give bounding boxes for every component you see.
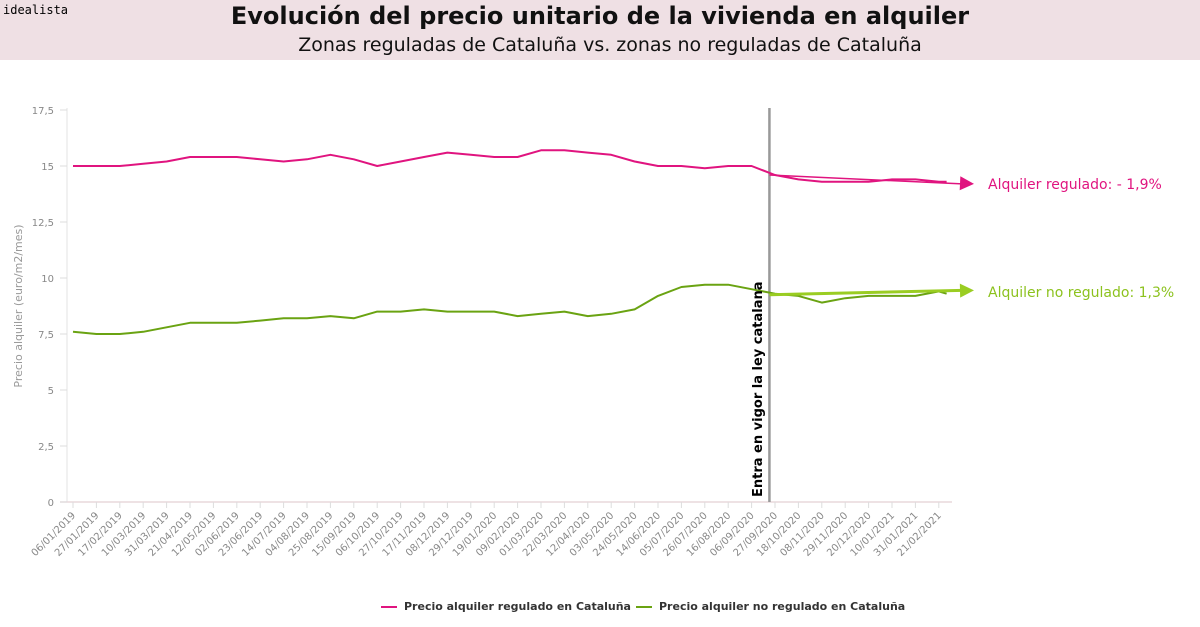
annotation-unregulated: Alquiler no regulado: 1,3% xyxy=(988,285,1174,301)
brand-logo: idealista xyxy=(3,3,69,17)
chart-subtitle: Zonas reguladas de Cataluña vs. zonas no… xyxy=(298,34,922,56)
series-line-unregulated xyxy=(72,283,947,335)
chart-title: Evolución del precio unitario de la vivi… xyxy=(230,2,970,30)
arrowhead-icon xyxy=(959,176,974,191)
y-tick-label: 15 xyxy=(41,162,54,173)
legend-item-regulated[interactable]: Precio alquiler regulado en Cataluña xyxy=(381,600,631,613)
legend-label: Precio alquiler no regulado en Cataluña xyxy=(659,600,906,613)
arrowhead-icon xyxy=(959,283,974,298)
y-tick-label: 0 xyxy=(48,498,54,509)
event-label: Entra en vigor la ley catalana xyxy=(751,281,766,497)
y-tick-label: 5 xyxy=(48,386,54,397)
y-tick-label: 7,5 xyxy=(38,330,54,341)
trend-arrow-line xyxy=(769,288,963,297)
header: idealista Evolución del precio unitario … xyxy=(0,0,1200,60)
y-tick-label: 2,5 xyxy=(38,442,54,453)
trend-arrow-line xyxy=(769,174,963,185)
legend-label: Precio alquiler regulado en Cataluña xyxy=(404,600,631,613)
y-tick-label: 12,5 xyxy=(32,218,54,229)
y-tick-label: 17,5 xyxy=(32,106,54,117)
legend-item-unregulated[interactable]: Precio alquiler no regulado en Cataluña xyxy=(636,600,905,613)
legend-swatch xyxy=(636,605,652,608)
y-axis-label: Precio alquiler (euro/m2/mes) xyxy=(12,224,25,387)
annotation-regulated: Alquiler regulado: - 1,9% xyxy=(988,177,1162,193)
y-tick-label: 10 xyxy=(41,274,54,285)
legend-swatch xyxy=(381,605,397,608)
